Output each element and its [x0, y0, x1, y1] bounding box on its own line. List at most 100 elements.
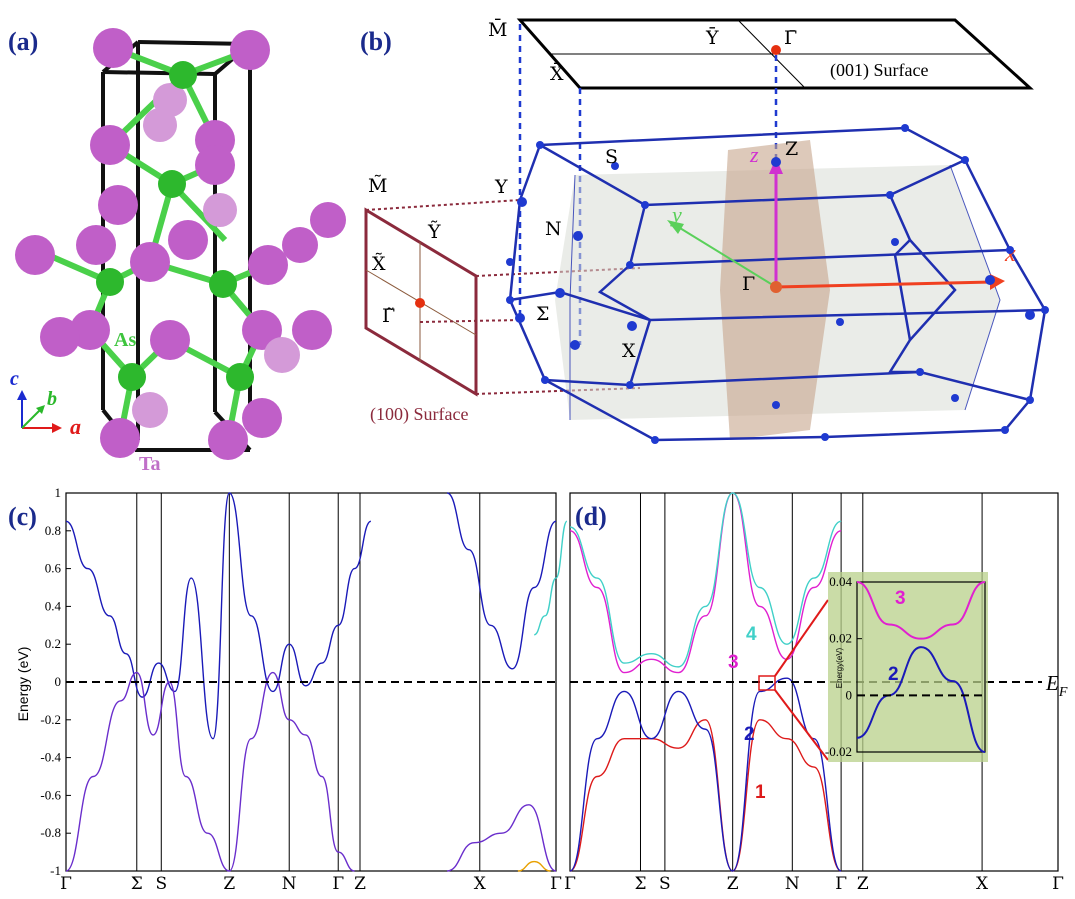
- y-tick-label: 0: [846, 687, 853, 702]
- y-bar-label: Ȳ: [705, 26, 719, 49]
- axes-triad: c b a: [10, 368, 81, 439]
- symmetry-labels: S Z Y N Σ X Γ: [494, 138, 798, 362]
- symmetry-dots: [506, 124, 1049, 444]
- gamma-tilde-label: Γ̃: [382, 305, 395, 327]
- x-tick-label: Γ: [332, 874, 344, 894]
- y-tick-label: -0.8: [40, 825, 61, 840]
- axis-b-label: b: [47, 388, 57, 410]
- panel-d-label: (d): [575, 502, 607, 531]
- axis-a-label: a: [70, 414, 81, 439]
- x-tick-label: Γ: [835, 874, 847, 894]
- band-number-label: 3: [728, 652, 739, 673]
- kz-label: z: [749, 142, 759, 167]
- band-line: [856, 581, 986, 640]
- x-bar-label: X̄: [550, 62, 564, 85]
- panel-a-label: (a): [8, 27, 38, 56]
- x-tick-label: Z: [354, 874, 366, 894]
- x-tick-label: Z: [727, 874, 739, 894]
- x-tick-label: Σ: [634, 874, 646, 894]
- band-line: [569, 677, 842, 872]
- y-tick-label: 0.4: [45, 598, 62, 613]
- y-tick-label: 0.02: [829, 631, 852, 646]
- surface-100-plane: M̃ Ỹ X̃ Γ̃ (100) Surface: [364, 175, 478, 425]
- band-line: [569, 719, 842, 872]
- ta-label: Ta: [139, 453, 161, 475]
- x-tick-label: N: [282, 874, 297, 894]
- as-label: As: [114, 329, 136, 351]
- y-tick-label: 0.04: [829, 574, 852, 589]
- band-number-label: 1: [755, 782, 766, 803]
- zoom-line: [774, 599, 829, 677]
- inset-background: [828, 572, 988, 762]
- x-tick-label: S: [155, 874, 167, 894]
- x-tick-label: Σ: [131, 874, 143, 894]
- band-line: [569, 492, 842, 674]
- band-plot-c: Γ Σ S Z N Γ Z X Γ10.80.60.40.20-0.2-0.4-0.6-0.8-…: [40, 485, 568, 894]
- band-line: [569, 492, 842, 668]
- plot-frame: [856, 581, 986, 753]
- y-tick-label: -0.2: [40, 712, 61, 727]
- y-tick-label: -1: [50, 863, 61, 878]
- band-line: [446, 492, 557, 670]
- ky-label: y: [670, 202, 682, 227]
- y-point-label: Y: [494, 176, 508, 198]
- x-tick-label: Γ: [550, 874, 562, 894]
- band-line: [446, 804, 557, 872]
- band-line: [65, 492, 372, 740]
- inset-band-2-label: 2: [888, 664, 899, 685]
- surface-001-label: (001) Surface: [830, 60, 928, 81]
- panel-c-label: (c): [8, 502, 37, 531]
- x-tick-label: Γ: [564, 874, 576, 894]
- band-number-label: 2: [744, 724, 755, 745]
- ta-atoms: [15, 28, 346, 460]
- as-atoms: [96, 61, 254, 391]
- x-tick-label: Γ: [60, 874, 72, 894]
- y-tick-label: -0.02: [825, 744, 852, 759]
- y-tick-label: 1: [55, 485, 62, 500]
- x-tick-label: X: [474, 874, 487, 894]
- x-tick-label: S: [659, 874, 671, 894]
- band-line: [517, 860, 551, 872]
- s-point-label: S: [605, 146, 618, 168]
- inset-y-label: Energy(eV): [835, 647, 844, 688]
- z-point-label: Z: [785, 138, 798, 160]
- m-tilde-label: M̃: [368, 175, 387, 197]
- axis-c-label: c: [10, 368, 19, 390]
- y-tick-label: 0.8: [45, 523, 61, 538]
- x-tick-label: N: [785, 874, 800, 894]
- y-axis-label: Energy (eV): [15, 647, 31, 722]
- crystal-structure: As Ta c b a: [10, 28, 346, 475]
- inset-plot: 0.04 0.02 0 -0.02 Energy(eV) 3 2: [825, 572, 988, 762]
- band-line: [533, 520, 568, 636]
- zoom-box: [758, 675, 776, 691]
- n-point-label: N: [545, 218, 562, 240]
- m-bar-label: M̄: [488, 18, 507, 41]
- brillouin-zone-figure: M̄ X̄ Ȳ Γ̄ (001) Surface M̃ Ỹ X̃ Γ̃ (100…: [364, 18, 1049, 444]
- x-tick-label: Z: [857, 874, 869, 894]
- x-tilde-label: X̃: [372, 253, 386, 275]
- x-point-label: X: [622, 340, 636, 362]
- surface-100-label: (100) Surface: [370, 404, 468, 425]
- y-tick-label: -0.6: [40, 787, 61, 802]
- zoom-line: [774, 689, 829, 761]
- y-tick-label: 0.2: [45, 636, 61, 651]
- band-line: [65, 671, 355, 872]
- band-line: [856, 646, 986, 753]
- y-tick-label: 0.6: [45, 561, 62, 576]
- band-number-label: 4: [746, 624, 757, 645]
- panel-b-label: (b): [360, 27, 392, 56]
- x-tick-label: Γ: [1052, 874, 1064, 894]
- fermi-label: EF: [1045, 671, 1068, 700]
- y-tilde-label: Ỹ: [427, 221, 441, 243]
- gamma-bar-label: Γ̄: [784, 27, 797, 49]
- x-tick-label: X: [976, 874, 989, 894]
- x-tick-label: Z: [223, 874, 235, 894]
- y-tick-label: 0: [55, 674, 62, 689]
- surface-001-plane: M̄ X̄ Ȳ Γ̄ (001) Surface: [488, 18, 1034, 90]
- gamma-point-label: Γ: [742, 273, 755, 295]
- sigma-point-label: Σ: [536, 303, 549, 325]
- y-tick-label: -0.4: [40, 750, 61, 765]
- inset-band-3-label: 3: [895, 588, 906, 609]
